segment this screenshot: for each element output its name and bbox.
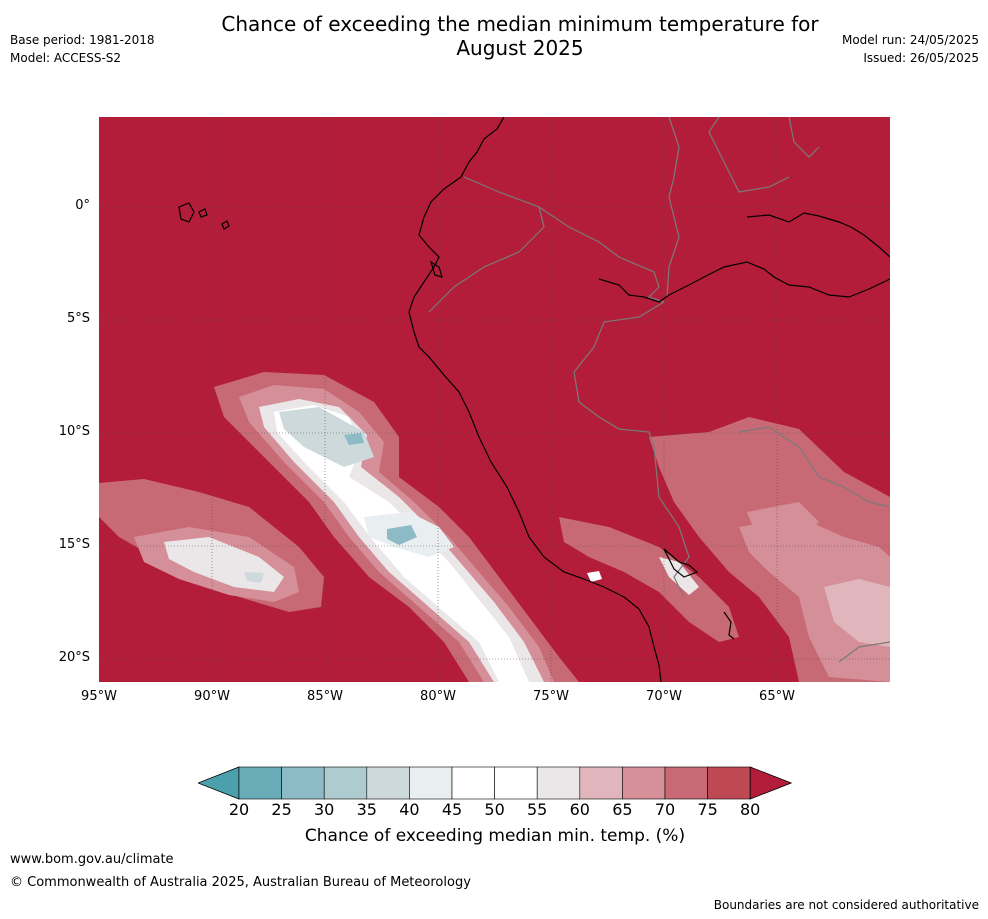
issued-date: Issued: 26/05/2025 xyxy=(863,51,979,65)
coastline xyxy=(178,116,891,683)
colorbar-segment xyxy=(664,766,708,800)
colorbar-segment xyxy=(536,766,581,800)
colorbar-segment xyxy=(238,766,282,800)
anomaly-coast-outer xyxy=(559,517,739,642)
graticule xyxy=(99,117,890,682)
lat-label-20s: 20°S xyxy=(58,650,90,665)
lat-label-15s: 15°S xyxy=(58,537,90,552)
anomaly-coast-inner xyxy=(659,557,699,595)
colorbar-tick-label: 55 xyxy=(527,800,548,819)
colorbar-arrow-high xyxy=(749,766,792,800)
lon-label-95w: 95°W xyxy=(81,689,117,704)
colorbar-tick-label: 60 xyxy=(569,800,590,819)
colorbar xyxy=(198,766,792,800)
anomaly-inland-blob xyxy=(747,502,819,542)
anomaly-west-core xyxy=(244,572,264,583)
anomaly-coast-spot xyxy=(587,571,602,582)
title-line-1: Chance of exceeding the median minimum t… xyxy=(221,12,819,36)
map-panel xyxy=(99,116,891,683)
footer-disclaimer: Boundaries are not considered authoritat… xyxy=(713,898,979,912)
lon-label-85w: 85°W xyxy=(307,689,343,704)
colorbar-tick-label: 40 xyxy=(399,800,420,819)
lon-label-80w: 80°W xyxy=(420,689,456,704)
anomaly-inland-inner xyxy=(824,579,890,647)
title-line-2: August 2025 xyxy=(456,36,584,60)
colorbar-segment xyxy=(622,766,666,800)
colorbar-segment xyxy=(323,766,368,800)
colorbar-tick-label: 65 xyxy=(612,800,633,819)
colorbar-segment xyxy=(366,766,410,800)
colorbar-tick-label: 25 xyxy=(271,800,292,819)
lat-label-10s: 10°S xyxy=(58,424,90,439)
meta-right: Model run: 24/05/2025 Issued: 26/05/2025 xyxy=(842,31,979,67)
base-period: Base period: 1981-2018 xyxy=(10,33,155,47)
colorbar-tick-label: 30 xyxy=(314,800,335,819)
anomaly-band-cool-2 xyxy=(344,433,364,445)
colorbar-tick-label: 80 xyxy=(740,800,761,819)
colorbar-segment xyxy=(409,766,453,800)
colorbar-segment xyxy=(707,766,751,800)
anomaly-band-cool-1 xyxy=(279,407,374,467)
lon-label-65w: 65°W xyxy=(759,689,795,704)
footer-copyright: © Commonwealth of Australia 2025, Austra… xyxy=(10,875,471,890)
lat-label-0: 0° xyxy=(75,198,90,213)
country-borders xyxy=(428,116,891,663)
colorbar-segment xyxy=(451,766,495,800)
colorbar-label: Chance of exceeding median min. temp. (%… xyxy=(304,826,686,846)
map-title: Chance of exceeding the median minimum t… xyxy=(150,12,890,60)
colorbar-arrow-low xyxy=(198,766,240,800)
colorbar-tick-label: 20 xyxy=(228,800,250,819)
lon-label-90w: 90°W xyxy=(194,689,230,704)
colorbar-segment xyxy=(579,766,623,800)
lat-label-5s: 5°S xyxy=(66,311,90,326)
colorbar-tick-label: 50 xyxy=(484,800,505,819)
footer-url[interactable]: www.bom.gov.au/climate xyxy=(10,852,174,867)
meta-left: Base period: 1981-2018 Model: ACCESS-S2 xyxy=(10,31,155,67)
colorbar-tick-label: 75 xyxy=(697,800,718,819)
colorbar-segment xyxy=(494,766,538,800)
colorbar-tick-label: 35 xyxy=(356,800,377,819)
model-run: Model run: 24/05/2025 xyxy=(841,33,979,47)
model-name: Model: ACCESS-S2 xyxy=(10,51,122,65)
colorbar-tick-label: 45 xyxy=(441,800,463,819)
colorbar-segment xyxy=(281,766,325,800)
colorbar-tick-label: 70 xyxy=(654,800,676,819)
map-svg xyxy=(99,116,891,683)
lon-label-70w: 70°W xyxy=(646,689,682,704)
lon-label-75w: 75°W xyxy=(533,689,569,704)
anomaly-band-cool-4 xyxy=(387,525,417,545)
